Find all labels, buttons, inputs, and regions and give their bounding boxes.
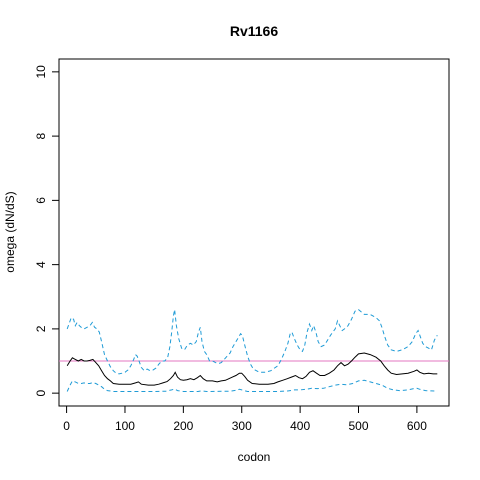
x-tick-label: 0 — [63, 419, 70, 433]
upper-bound-line — [66, 309, 438, 375]
axis-ticks: 0 100 200 300 400 500 600 0 2 4 6 8 10 — [34, 65, 427, 433]
y-tick-label: 0 — [34, 389, 48, 396]
y-axis-label: omega (dN/dS) — [3, 191, 17, 272]
y-tick-label: 6 — [34, 197, 48, 204]
x-tick-label: 600 — [407, 419, 427, 433]
y-tick-label: 2 — [34, 325, 48, 332]
series-group — [66, 309, 438, 393]
estimate-line — [66, 352, 438, 386]
y-tick-label: 4 — [34, 261, 48, 268]
y-tick-label: 8 — [34, 132, 48, 139]
x-tick-label: 300 — [232, 419, 252, 433]
chart-title: Rv1166 — [230, 23, 278, 39]
x-tick-label: 500 — [348, 419, 368, 433]
x-tick-label: 100 — [115, 419, 135, 433]
x-tick-label: 200 — [173, 419, 193, 433]
lower-bound-line — [66, 379, 438, 393]
x-axis-label: codon — [238, 450, 271, 464]
x-tick-label: 400 — [290, 419, 310, 433]
y-tick-label: 10 — [34, 65, 48, 79]
plot-frame — [58, 58, 450, 407]
